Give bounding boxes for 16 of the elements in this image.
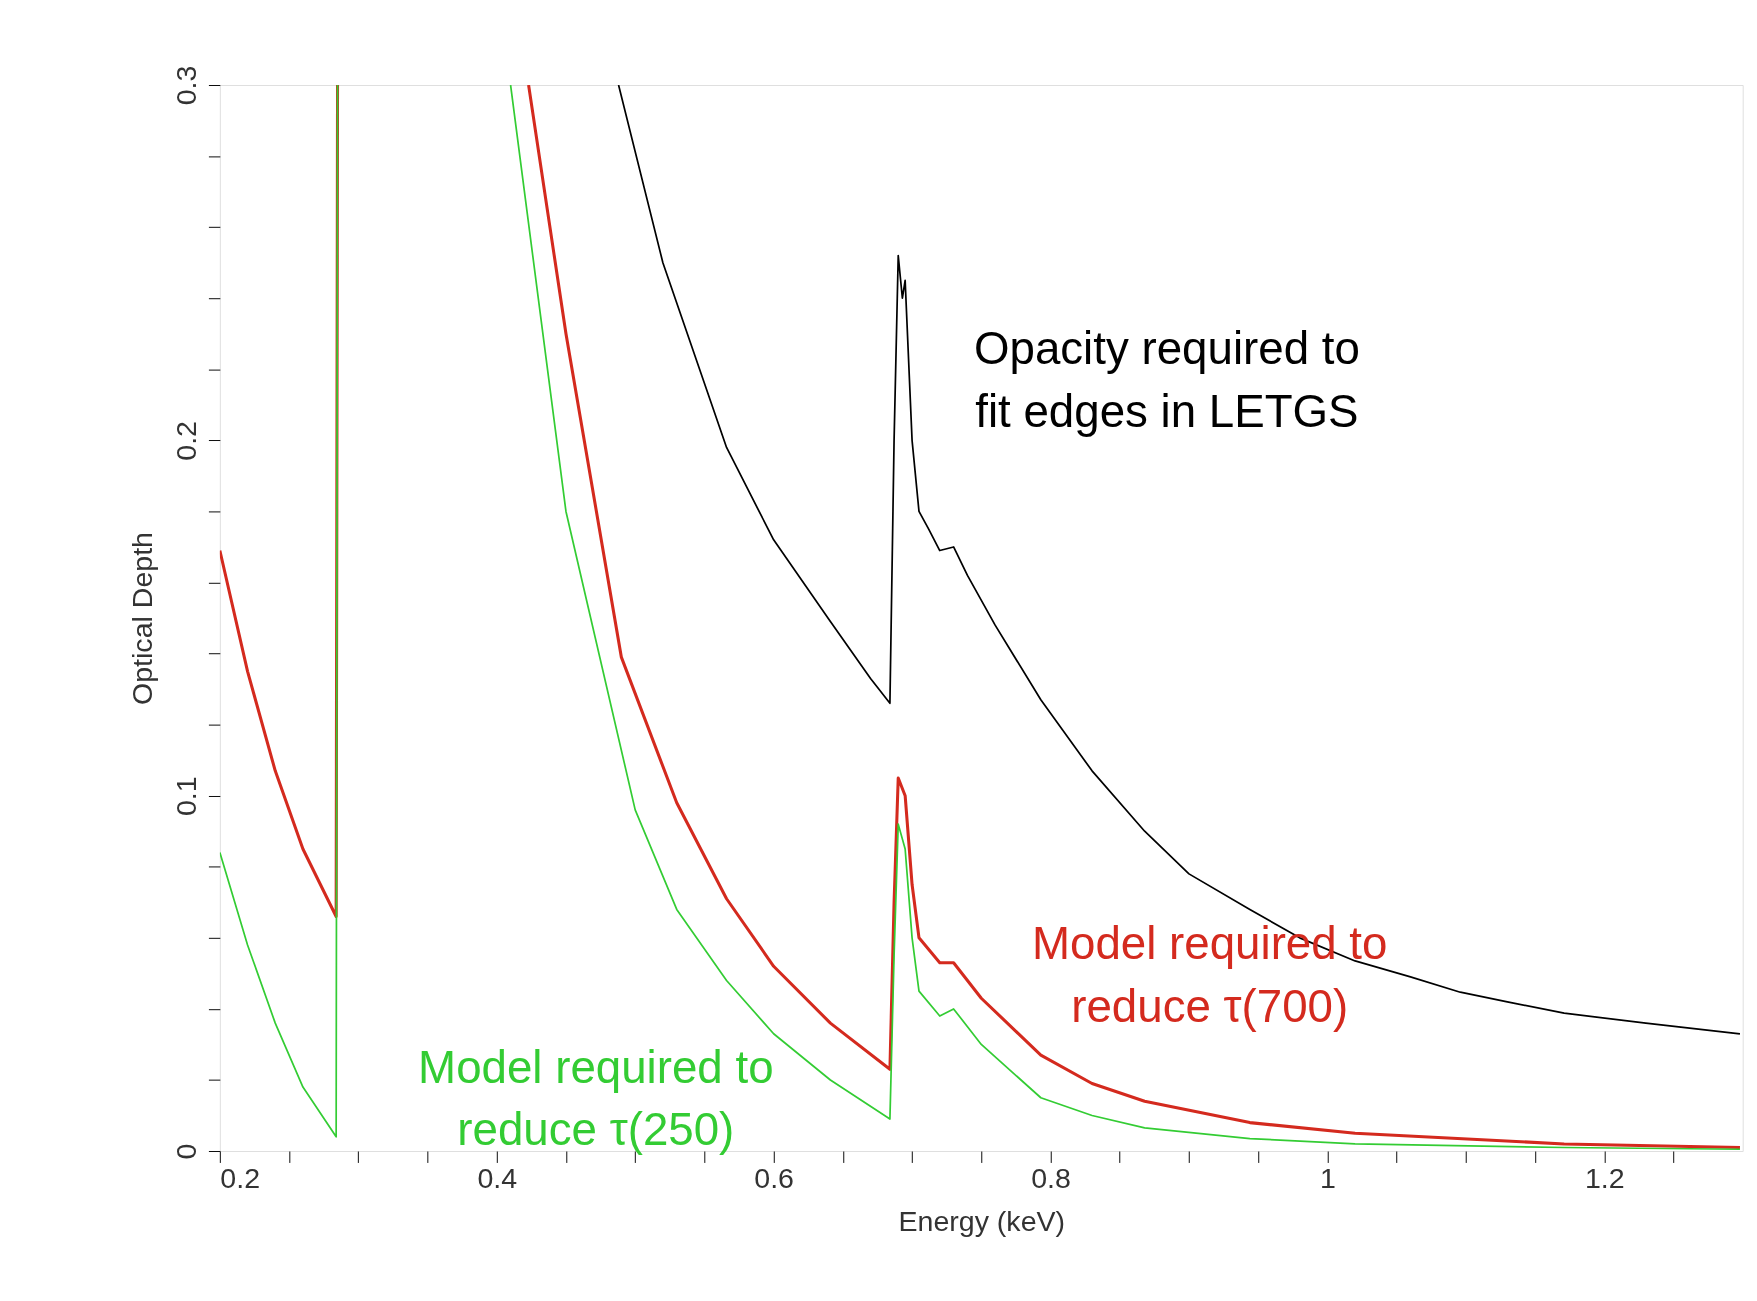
x-tick-label: 0.4 bbox=[477, 1161, 518, 1194]
x-tick-label: 0.8 bbox=[1031, 1161, 1071, 1194]
x-tick-label: 1.2 bbox=[1584, 1161, 1625, 1194]
x-tick-label: 1 bbox=[1319, 1161, 1336, 1194]
annotation: Model required to reduce τ(700) bbox=[1032, 917, 1388, 1032]
y-tick-label: 0.1 bbox=[169, 776, 202, 817]
y-tick-label: 0.3 bbox=[169, 65, 202, 106]
y-tick-label: 0 bbox=[169, 1143, 202, 1160]
x-tick-label: 0.6 bbox=[754, 1161, 794, 1194]
line-series bbox=[617, 85, 1741, 1035]
y-tick-label: 0.2 bbox=[169, 421, 202, 461]
x-axis-title: Energy (keV) bbox=[898, 1205, 1066, 1238]
annotation: Opacity required to fit edges in LETGS bbox=[973, 322, 1360, 437]
x-tick-label: 0.2 bbox=[220, 1161, 261, 1194]
y-axis-title: Optical Depth bbox=[125, 532, 158, 705]
annotation: Model required to reduce τ(250) bbox=[418, 1041, 774, 1156]
